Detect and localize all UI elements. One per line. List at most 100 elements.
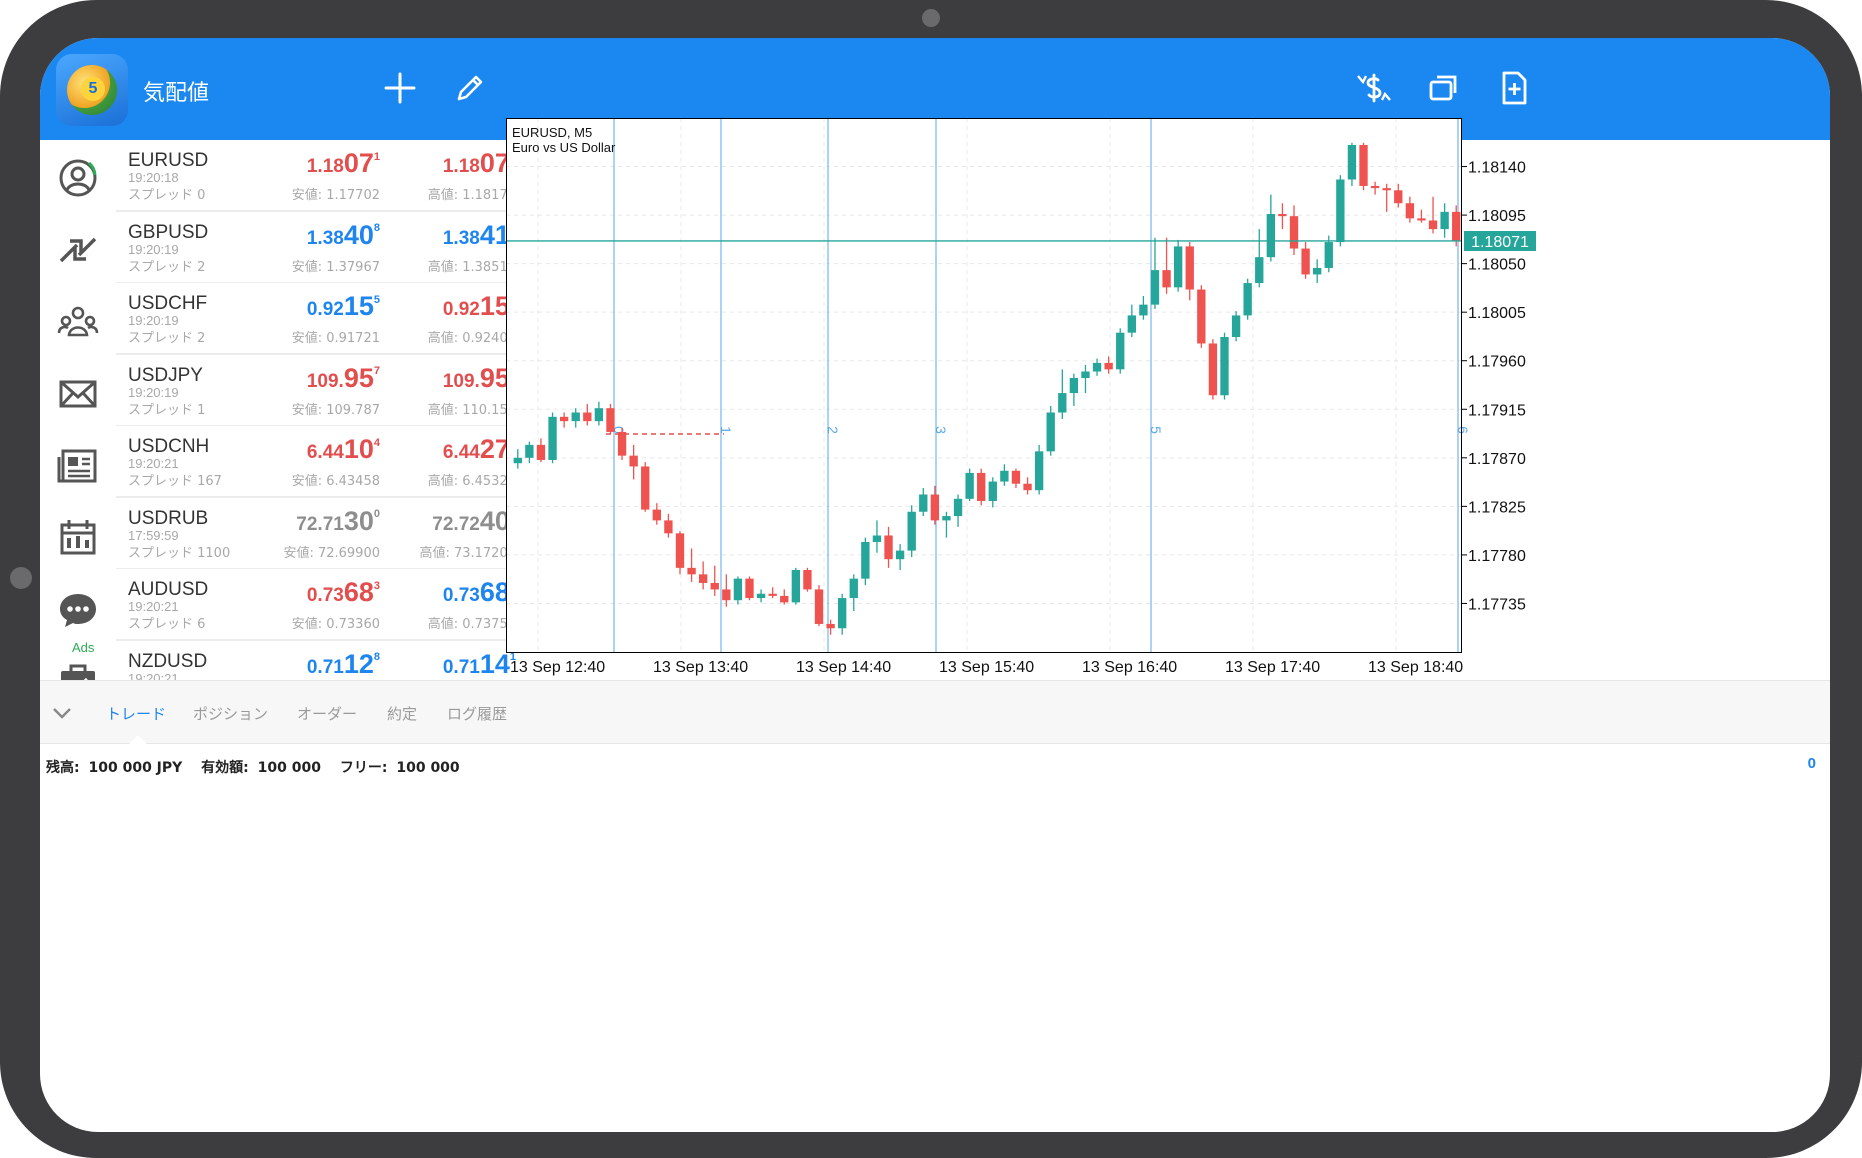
nav-community[interactable] <box>40 287 116 357</box>
candle-body <box>1370 185 1380 189</box>
candle-body <box>1173 246 1183 288</box>
nav-account[interactable] <box>40 143 116 213</box>
candle-body <box>838 598 847 629</box>
quote-time: 19:20:21 <box>128 456 179 471</box>
spread-value: スプレッド 167 <box>128 474 222 489</box>
tab-positions[interactable]: ポジション <box>193 705 269 723</box>
bid-price: 0.92155 <box>306 291 380 321</box>
nav-news[interactable] <box>40 431 116 501</box>
bid-price: 1.18071 <box>306 148 380 178</box>
free-margin-value: 100 000 <box>396 760 460 776</box>
chart-border <box>506 118 1462 653</box>
nav-mail[interactable] <box>40 359 116 429</box>
spread-value: スプレッド 0 <box>128 188 206 203</box>
spread-value: スプレッド 2 <box>128 331 206 346</box>
edit-icon[interactable] <box>450 68 490 108</box>
nav-chat[interactable] <box>40 575 116 645</box>
candle-body <box>803 570 812 590</box>
candle-body <box>1417 218 1426 221</box>
chevron-down-icon[interactable] <box>50 701 74 725</box>
candle-body <box>768 593 777 596</box>
high-price: 高値: 1.18171 <box>427 188 516 203</box>
spread-value: スプレッド 6 <box>128 617 206 632</box>
candle-body <box>1313 267 1322 275</box>
ask-price: 109.958 <box>442 362 516 393</box>
trade-icon <box>59 237 97 263</box>
low-price: 安値: 109.787 <box>291 402 380 418</box>
tab-orders[interactable]: オーダー <box>297 705 358 723</box>
candle-body <box>536 444 546 460</box>
mail-icon <box>59 380 97 408</box>
candle-body <box>583 412 592 422</box>
candle-body <box>1023 483 1032 491</box>
tab-journal[interactable]: ログ履歴 <box>447 705 508 723</box>
globe-icon: 5 <box>67 65 117 115</box>
nav-trade[interactable] <box>40 215 116 285</box>
candle-body <box>965 472 974 499</box>
side-button <box>10 567 32 589</box>
community-icon <box>57 306 99 337</box>
candle-body <box>1011 470 1021 484</box>
low-price: 安値: 1.37967 <box>291 259 380 275</box>
candle-body <box>606 408 615 432</box>
candle-body <box>1104 362 1113 370</box>
candle-body <box>710 582 719 590</box>
candle-body <box>1046 412 1055 452</box>
bid-price: 0.71128 <box>306 648 380 679</box>
candle-body <box>756 593 766 599</box>
news-icon <box>57 449 97 483</box>
candle-body <box>1405 203 1415 219</box>
x-tick-label: 13 Sep 16:40 <box>1082 659 1177 676</box>
symbol-name: USDJPY <box>128 364 203 386</box>
candle-body <box>722 589 731 601</box>
candle-body <box>1243 283 1252 316</box>
candle-body <box>1069 377 1079 394</box>
balance-value: 100 000 JPY <box>88 760 183 776</box>
high-price: 高値: 110.159 <box>427 402 516 418</box>
add-icon[interactable] <box>380 68 420 108</box>
new-file-icon[interactable] <box>1494 68 1534 108</box>
quote-time: 19:20:19 <box>128 313 179 328</box>
high-price: 高値: 6.45321 <box>427 474 516 489</box>
y-tick-label: 1.17825 <box>1468 499 1526 516</box>
tab-trade[interactable]: トレード <box>106 705 167 723</box>
bid-price: 0.73683 <box>306 577 380 607</box>
separator-label: 0 <box>611 426 627 434</box>
bid-price: 1.38408 <box>306 219 380 250</box>
profit-value: 0 <box>1807 755 1816 772</box>
high-price: 高値: 0.73756 <box>427 617 516 632</box>
candle-body <box>1000 470 1009 482</box>
y-tick-label: 1.17735 <box>1468 596 1526 613</box>
page-title: 気配値 <box>143 81 210 106</box>
tab-deals[interactable]: 約定 <box>387 705 418 723</box>
candle-body <box>872 535 882 542</box>
candle-body <box>861 541 870 579</box>
y-tick-label: 1.18095 <box>1468 208 1526 225</box>
y-tick-label: 1.18005 <box>1468 305 1526 322</box>
candle-body <box>1359 144 1368 186</box>
candle-body <box>919 494 928 512</box>
high-price: 高値: 73.17200 <box>419 545 516 561</box>
candle-body <box>1382 188 1391 191</box>
nav-calendar[interactable] <box>40 503 116 573</box>
currency-exchange-icon[interactable] <box>1354 68 1394 108</box>
window-icon[interactable] <box>1424 68 1464 108</box>
candle-body <box>1034 451 1044 491</box>
symbol-name: NZDUSD <box>128 650 208 672</box>
price-chart[interactable]: 0 1 2 3 5 6 1.18140 1.18095 1.18050 1.18005 1.1796… <box>506 118 1830 698</box>
candle-body <box>780 595 789 603</box>
candle-body <box>907 511 916 551</box>
separator-label: 2 <box>825 426 841 434</box>
equity-label: 有効額: <box>201 760 249 776</box>
x-tick-label: 13 Sep 14:40 <box>796 659 891 676</box>
mt5-app-icon[interactable]: 5 <box>56 54 128 126</box>
